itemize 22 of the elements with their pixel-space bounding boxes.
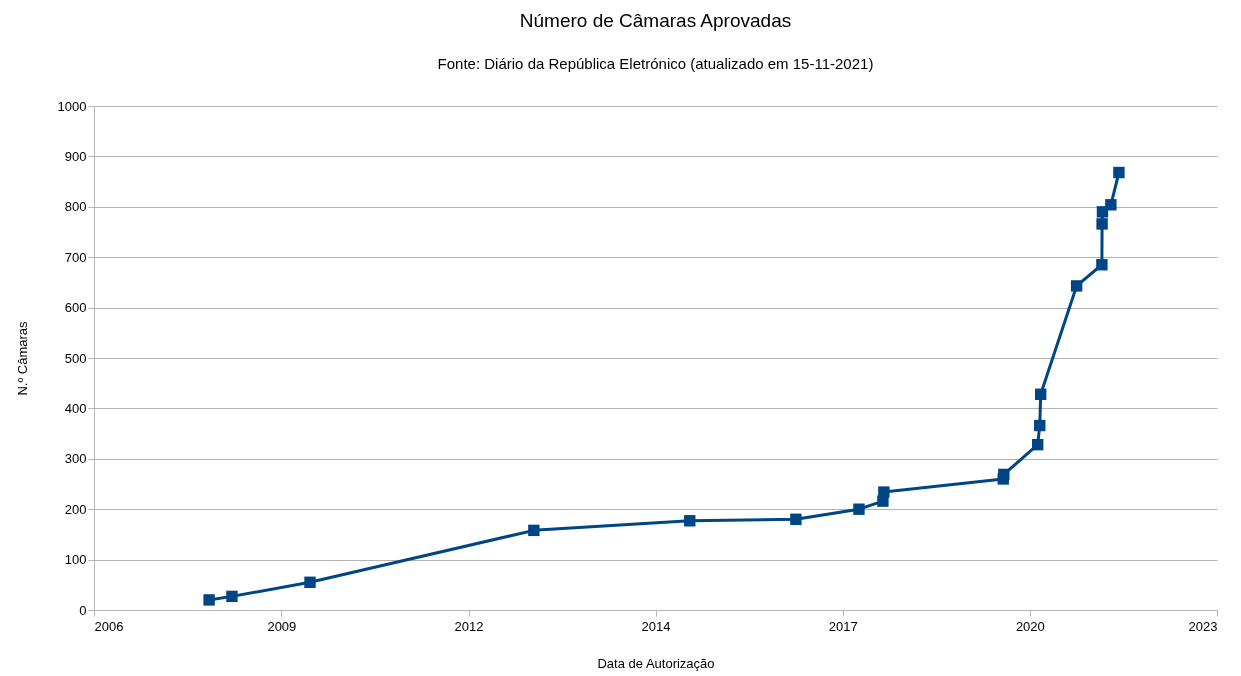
y-tick-label: 300 <box>64 451 87 467</box>
chart-title: Número de Câmaras Aprovadas <box>519 10 792 31</box>
x-tick-label: 2023 <box>1188 618 1218 634</box>
x-tick-label: 2014 <box>641 618 671 634</box>
y-tick-label: 0 <box>79 602 87 618</box>
x-tick-label: 2009 <box>267 618 297 634</box>
y-tick-label: 500 <box>64 350 87 366</box>
x-tick-label: 2006 <box>94 618 124 634</box>
x-tick-label: 2012 <box>454 618 484 634</box>
y-axis-title: N.º Câmaras <box>14 320 30 396</box>
y-tick-label: 100 <box>64 552 87 568</box>
y-tick-label: 700 <box>64 249 87 265</box>
x-tick-label: 2020 <box>1015 618 1045 634</box>
x-tick-label: 2017 <box>828 618 858 634</box>
y-tick-label: 900 <box>64 148 87 164</box>
x-axis-title: Data de Autorização <box>597 655 715 671</box>
y-tick-label: 1000 <box>57 98 87 114</box>
y-tick-label: 800 <box>64 199 87 215</box>
y-tick-label: 600 <box>64 300 87 316</box>
y-tick-label: 200 <box>64 501 87 517</box>
y-tick-label: 400 <box>64 400 87 416</box>
chart-subtitle: Fonte: Diário da República Eletrónico (atualizado em 15-11-2021) <box>437 55 874 72</box>
